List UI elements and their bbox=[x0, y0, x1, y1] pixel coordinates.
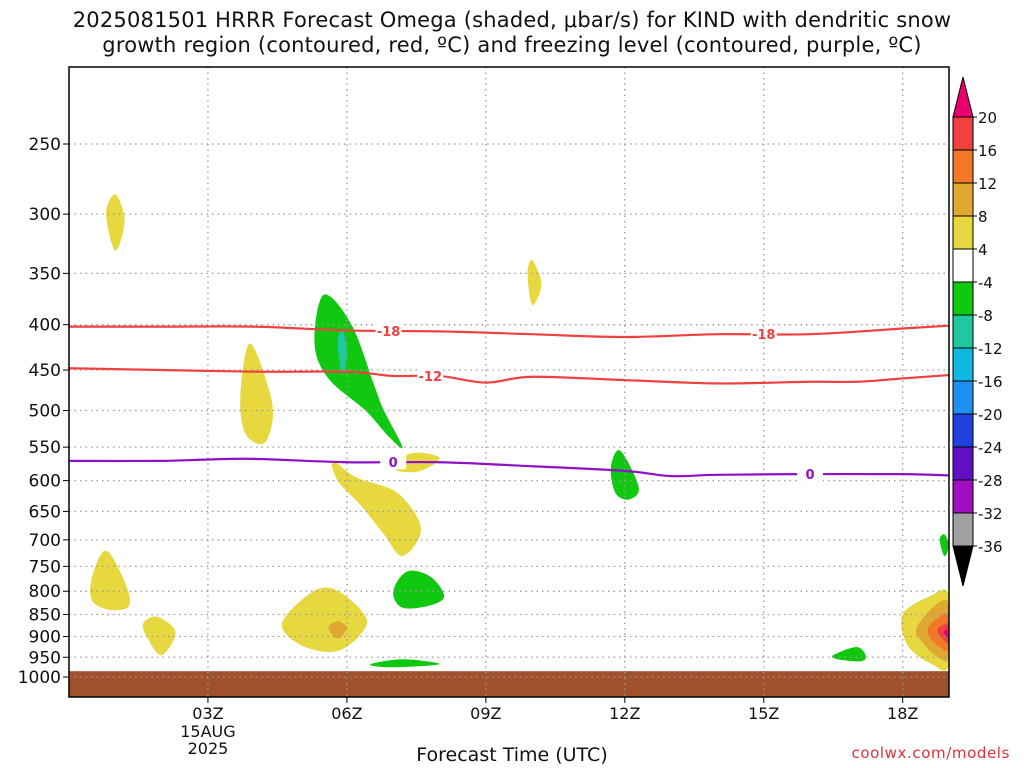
colorbar-segment-11 bbox=[952, 446, 974, 481]
omega-area-7 bbox=[281, 587, 368, 653]
x-date-label-1: 2025 bbox=[188, 739, 229, 758]
omega-area-20 bbox=[943, 628, 949, 638]
colorbar-segment-9 bbox=[952, 380, 974, 415]
colorbar-segment-4 bbox=[952, 215, 974, 250]
omega-area-13 bbox=[369, 659, 440, 668]
colorbar-segment-6 bbox=[952, 281, 974, 316]
colorbar-label--28: -28 bbox=[978, 472, 1003, 490]
colorbar-segment-10 bbox=[952, 413, 974, 448]
x-axis-label: Forecast Time (UTC) bbox=[416, 744, 608, 766]
x-tick-label-12Z: 12Z bbox=[609, 704, 640, 723]
contour-label-bg bbox=[750, 327, 777, 342]
colorbar-label--24: -24 bbox=[978, 439, 1003, 457]
contour-label: -18 bbox=[752, 328, 776, 343]
colorbar-segment-5 bbox=[952, 248, 974, 283]
y-tick-label-300: 300 bbox=[29, 205, 61, 225]
omega-area-11 bbox=[393, 570, 445, 609]
y-tick-label-450: 450 bbox=[29, 361, 61, 381]
contour-line-0 bbox=[69, 324, 949, 339]
y-tick-label-700: 700 bbox=[29, 531, 61, 551]
chart-title-line1: 2025081501 HRRR Forecast Omega (shaded, … bbox=[72, 8, 952, 32]
omega-area-14 bbox=[831, 647, 866, 662]
colorbar-label--12: -12 bbox=[978, 340, 1003, 358]
colorbar-segment-7 bbox=[952, 314, 974, 349]
omega-area-15 bbox=[939, 534, 949, 557]
colorbar-label-4: 4 bbox=[978, 241, 988, 259]
plot-area: -18 -18 -12 0 0 bbox=[69, 67, 949, 697]
colorbar-segment-12 bbox=[952, 479, 974, 514]
y-tick-label-600: 600 bbox=[29, 472, 61, 492]
omega-area-0 bbox=[106, 194, 125, 251]
x-tick-label-06Z: 06Z bbox=[331, 704, 362, 723]
colorbar-label--4: -4 bbox=[978, 274, 993, 292]
contour-label-bg bbox=[417, 368, 444, 383]
contour-label-bg bbox=[375, 323, 402, 338]
colorbar-top-arrow bbox=[952, 76, 974, 118]
credit-link[interactable]: coolwx.com/models bbox=[851, 744, 1010, 762]
contour-label-bg bbox=[380, 455, 407, 470]
omega-area-6 bbox=[142, 616, 176, 656]
contour-line-1 bbox=[69, 367, 949, 385]
x-tick-label-15Z: 15Z bbox=[748, 704, 779, 723]
colorbar-segment-13 bbox=[952, 512, 974, 547]
y-tick-label-400: 400 bbox=[29, 316, 61, 336]
contour-label: 0 bbox=[806, 468, 815, 483]
colorbar-label-16: 16 bbox=[978, 142, 997, 160]
omega-area-5 bbox=[90, 550, 131, 611]
plot-frame bbox=[68, 66, 950, 698]
contour-label-bg bbox=[797, 467, 824, 482]
contour-label: -12 bbox=[419, 370, 443, 385]
omega-area-1 bbox=[527, 259, 542, 306]
y-tick-label-1000: 1000 bbox=[18, 668, 61, 688]
chart-title-line2: growth region (contoured, red, ºC) and f… bbox=[102, 33, 922, 57]
colorbar-label--8: -8 bbox=[978, 307, 993, 325]
omega-area-2 bbox=[240, 343, 273, 445]
y-tick-label-650: 650 bbox=[29, 502, 61, 522]
colorbar-segment-2 bbox=[952, 149, 974, 184]
y-tick-label-900: 900 bbox=[29, 627, 61, 647]
y-tick-label-350: 350 bbox=[29, 264, 61, 284]
colorbar-segment-3 bbox=[952, 182, 974, 217]
omega-area-10 bbox=[337, 329, 347, 375]
colorbar-label-8: 8 bbox=[978, 208, 988, 226]
y-tick-label-800: 800 bbox=[29, 582, 61, 602]
colorbar-segment-8 bbox=[952, 347, 974, 382]
omega-area-19 bbox=[937, 622, 949, 644]
x-tick-label-03Z: 03Z bbox=[192, 704, 223, 723]
y-tick-label-850: 850 bbox=[29, 606, 61, 626]
y-tick-label-250: 250 bbox=[29, 135, 61, 155]
y-tick-label-950: 950 bbox=[29, 648, 61, 668]
terrain-band bbox=[69, 671, 949, 697]
colorbar-label--20: -20 bbox=[978, 406, 1003, 424]
x-tick-label-18Z: 18Z bbox=[887, 704, 918, 723]
y-tick-label-500: 500 bbox=[29, 402, 61, 422]
y-tick-label-550: 550 bbox=[29, 438, 61, 458]
colorbar-bottom-arrow bbox=[952, 545, 974, 587]
omega-area-8 bbox=[328, 621, 347, 639]
x-date-label-0: 15AUG bbox=[180, 722, 235, 741]
colorbar-label--16: -16 bbox=[978, 373, 1003, 391]
contour-label: -18 bbox=[377, 325, 401, 340]
y-tick-label-750: 750 bbox=[29, 557, 61, 577]
contour-label: 0 bbox=[389, 456, 398, 471]
omega-area-3 bbox=[331, 460, 422, 557]
colorbar-label-12: 12 bbox=[978, 175, 997, 193]
colorbar-label--32: -32 bbox=[978, 505, 1003, 523]
colorbar-segment-1 bbox=[952, 116, 974, 151]
x-tick-label-09Z: 09Z bbox=[470, 704, 501, 723]
colorbar-label--36: -36 bbox=[978, 538, 1003, 556]
colorbar-label-20: 20 bbox=[978, 109, 997, 127]
